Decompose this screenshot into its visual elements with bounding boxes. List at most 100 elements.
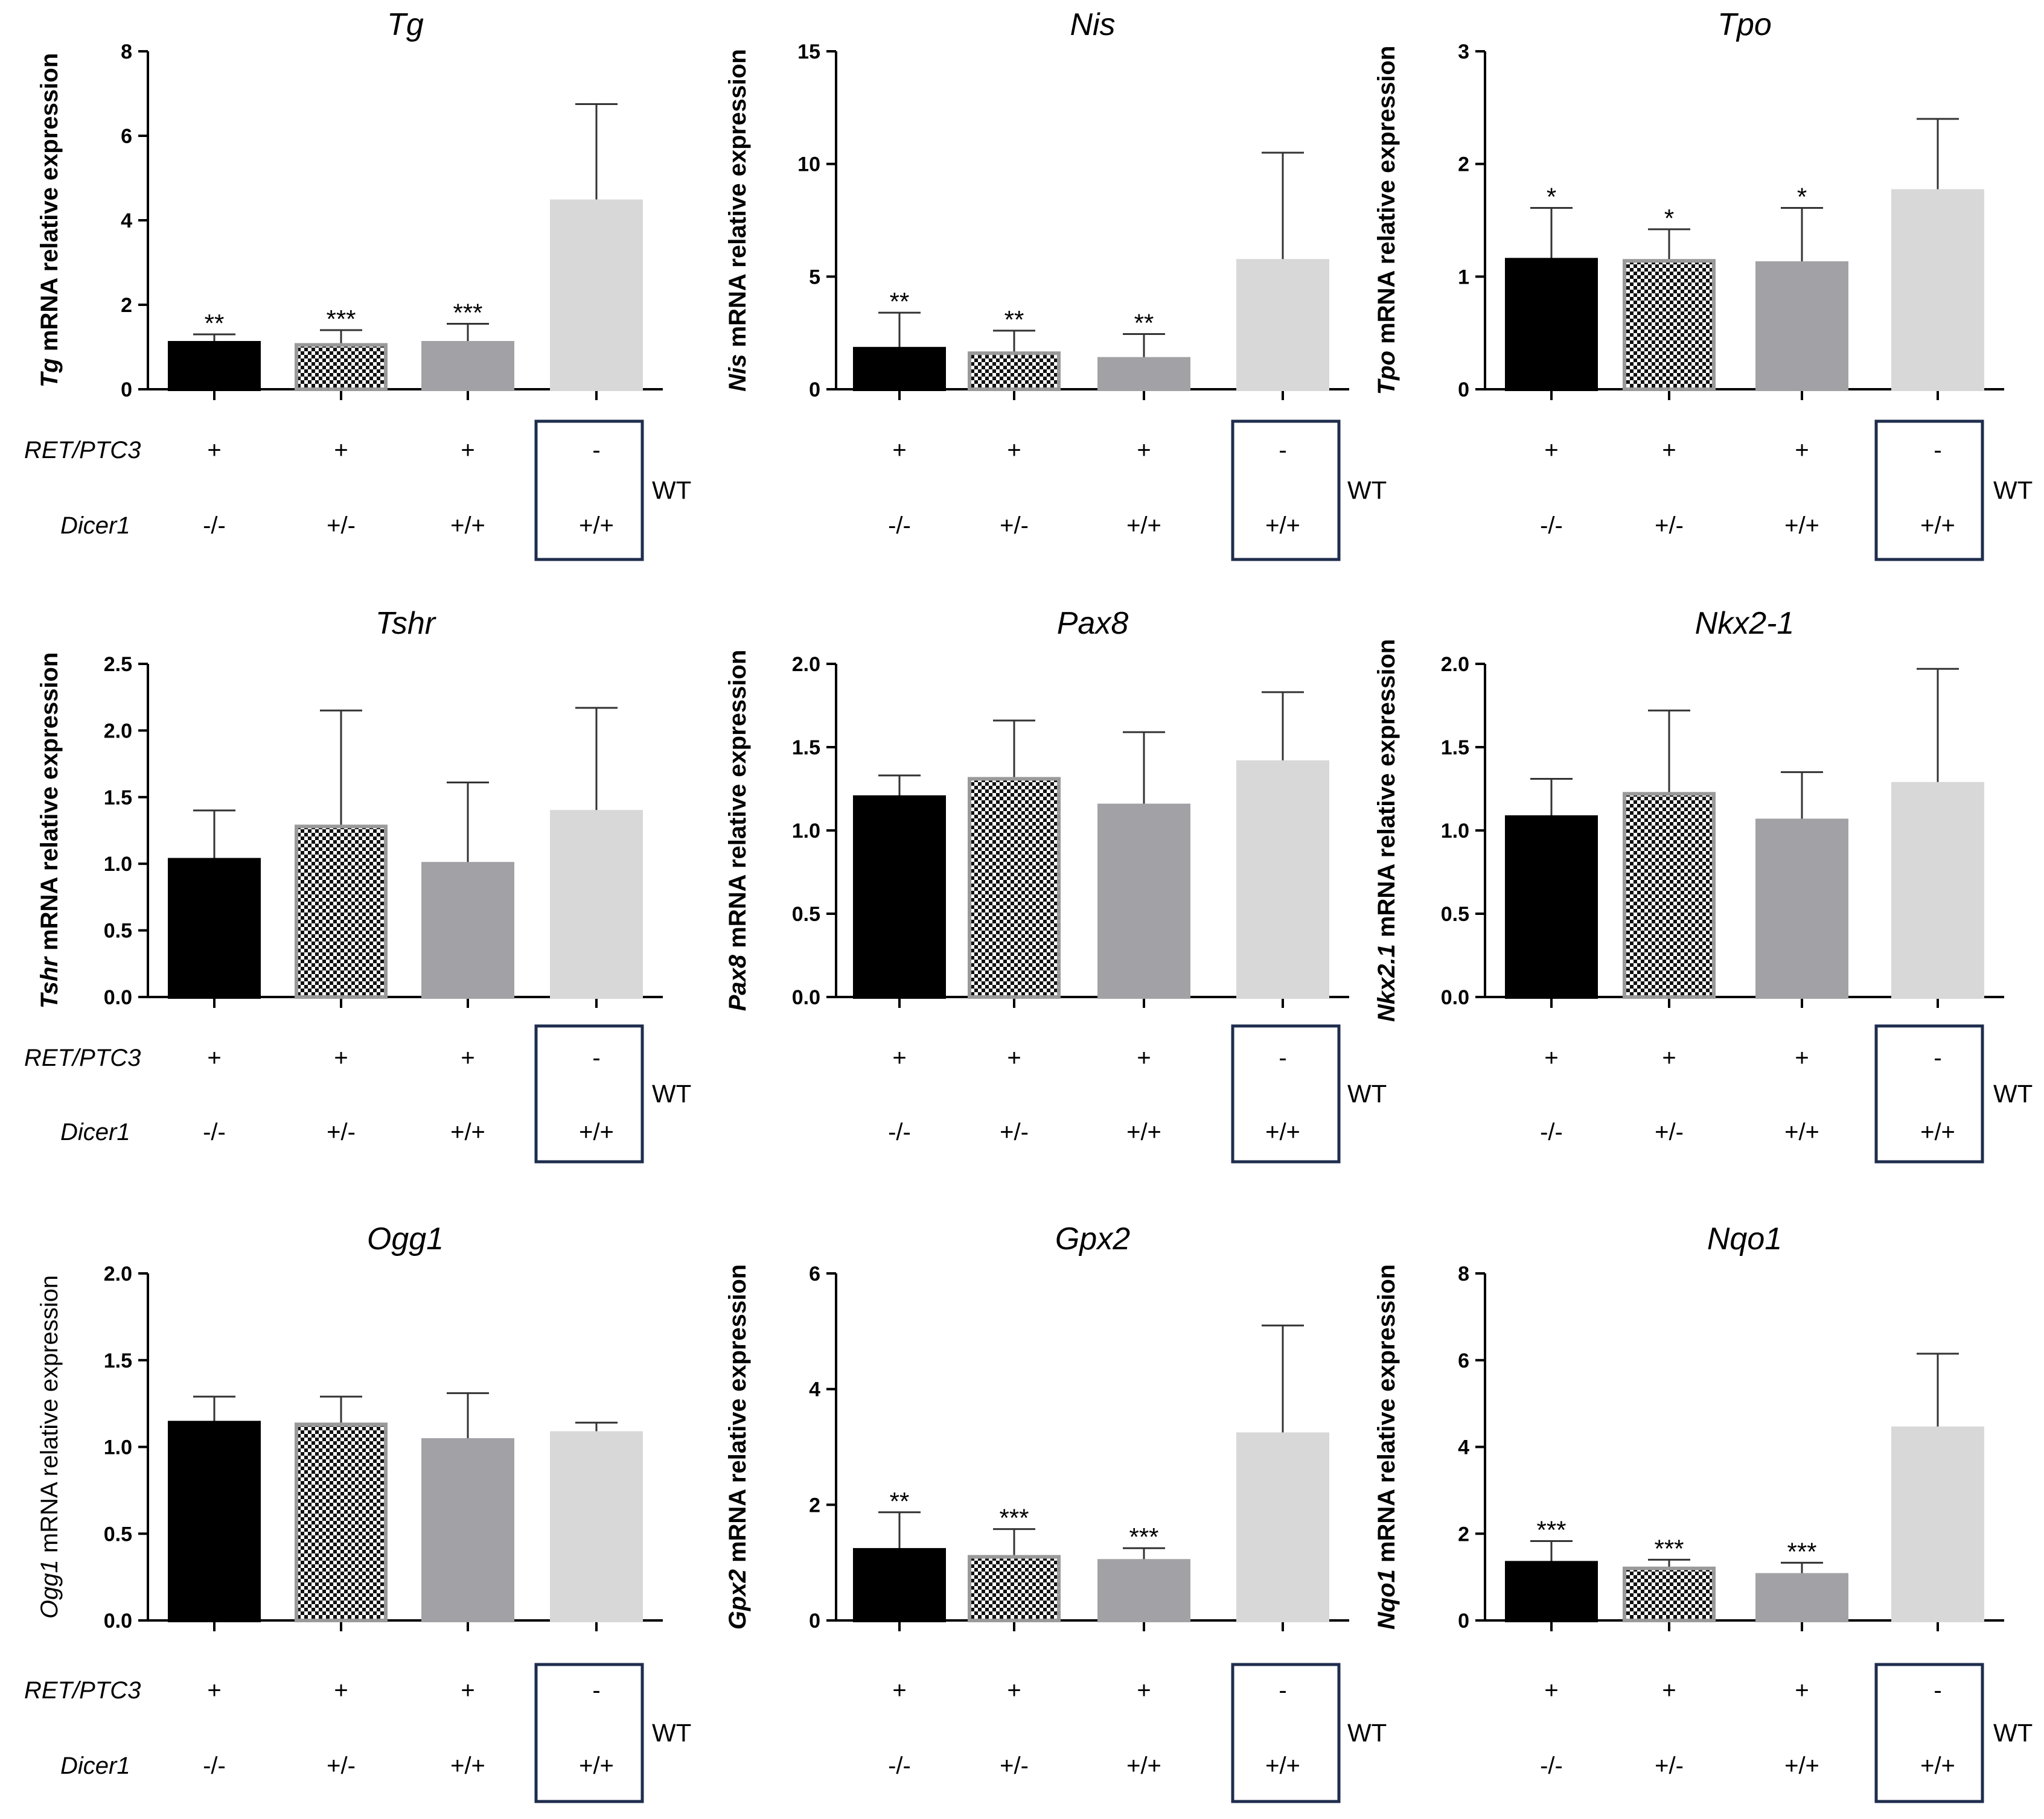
y-axis-label-text: mRNA relative expression bbox=[36, 652, 63, 957]
y-axis-label: Tpo mRNA relative expression bbox=[1373, 46, 1400, 395]
retptc3-genotype: + bbox=[1544, 1045, 1558, 1071]
wt-label: WT bbox=[1347, 1080, 1387, 1108]
y-tick-label: 2 bbox=[809, 1494, 820, 1517]
y-tick-label: 0.0 bbox=[104, 1610, 132, 1633]
bar bbox=[1891, 1426, 1984, 1622]
wt-box bbox=[1874, 1663, 1984, 1803]
y-tick-label: 0.5 bbox=[1441, 903, 1469, 926]
wt-box bbox=[1874, 1024, 1984, 1164]
retptc3-genotype: + bbox=[1662, 1677, 1676, 1704]
wt-label: WT bbox=[1993, 476, 2033, 505]
bar bbox=[1505, 815, 1598, 999]
y-axis-label: Tshr mRNA relative expression bbox=[36, 652, 63, 1009]
y-tick-label: 2.0 bbox=[792, 653, 820, 676]
retptc3-genotype: + bbox=[1662, 437, 1676, 464]
chart-title: Tshr bbox=[375, 606, 437, 641]
retptc3-genotype: - bbox=[1279, 1045, 1286, 1071]
significance-label: * bbox=[1797, 182, 1807, 211]
retptc3-genotype: + bbox=[461, 1677, 474, 1704]
y-axis-label-gene: Ogg1 bbox=[36, 1559, 63, 1619]
y-axis-label-text: mRNA relative expression bbox=[36, 1275, 63, 1559]
chart-title: Gpx2 bbox=[1055, 1222, 1130, 1257]
dicer1-genotype: -/- bbox=[1540, 1753, 1563, 1779]
dicer1-genotype: +/+ bbox=[1265, 1753, 1300, 1779]
bar bbox=[1097, 803, 1190, 999]
y-tick-label: 2 bbox=[121, 294, 132, 317]
y-tick-label: 0.0 bbox=[1441, 986, 1469, 1009]
bar bbox=[1097, 1559, 1190, 1623]
y-tick-label: 0 bbox=[809, 378, 820, 401]
dicer1-genotype: +/+ bbox=[1126, 1753, 1161, 1779]
y-tick-label: 1.5 bbox=[104, 1349, 132, 1372]
dicer1-genotype: -/- bbox=[203, 1119, 226, 1145]
retptc3-genotype: + bbox=[1795, 1677, 1809, 1704]
bar bbox=[550, 1431, 643, 1622]
y-tick-label: 0 bbox=[121, 378, 132, 401]
retptc3-genotype: + bbox=[334, 1677, 348, 1704]
y-tick-label: 3 bbox=[1458, 40, 1469, 63]
dicer1-genotype: -/- bbox=[888, 1119, 911, 1145]
wt-box bbox=[1231, 1024, 1341, 1164]
chart-title: Nis bbox=[1070, 7, 1115, 42]
dicer1-genotype: -/- bbox=[1540, 512, 1563, 539]
retptc3-genotype: - bbox=[1934, 1045, 1941, 1071]
retptc3-genotype: + bbox=[207, 437, 221, 464]
bar bbox=[295, 824, 388, 999]
bar bbox=[550, 810, 643, 999]
wt-box bbox=[1231, 419, 1341, 561]
y-tick-label: 1 bbox=[1458, 266, 1469, 288]
y-tick-label: 0.5 bbox=[792, 903, 820, 926]
bar bbox=[968, 777, 1061, 999]
y-tick-label: 6 bbox=[121, 125, 132, 148]
retptc3-genotype: - bbox=[1934, 437, 1941, 464]
significance-label: * bbox=[1664, 204, 1674, 232]
y-axis-label-gene: Gpx2 bbox=[724, 1569, 751, 1629]
dicer1-genotype: +/+ bbox=[579, 1119, 614, 1145]
significance-label: *** bbox=[1536, 1515, 1566, 1544]
retptc3-genotype: + bbox=[1662, 1045, 1676, 1071]
y-tick-label: 0 bbox=[809, 1610, 820, 1633]
bar bbox=[168, 858, 261, 999]
bar bbox=[1236, 259, 1329, 392]
significance-label: *** bbox=[326, 305, 356, 333]
bar bbox=[853, 1548, 946, 1622]
bar bbox=[295, 1422, 388, 1622]
y-tick-label: 0 bbox=[1458, 1610, 1469, 1633]
dicer1-genotype: +/+ bbox=[579, 1753, 614, 1779]
y-axis-label-text: mRNA relative expression bbox=[724, 1264, 751, 1569]
y-tick-label: 2 bbox=[1458, 1523, 1469, 1546]
chart-panel-nkx2-1: Nkx2-1 Nkx2.1 mRNA relative expression 0.0… bbox=[1373, 606, 2033, 1164]
dicer1-genotype: +/- bbox=[327, 512, 356, 539]
retptc3-genotype: + bbox=[1007, 1045, 1021, 1071]
dicer1-genotype: +/- bbox=[1000, 1119, 1029, 1145]
y-axis-label: Nqo1 mRNA relative expression bbox=[1373, 1264, 1400, 1629]
wt-label: WT bbox=[1993, 1080, 2033, 1108]
y-tick-label: 2.0 bbox=[1441, 653, 1469, 676]
dicer1-genotype: +/+ bbox=[1920, 1753, 1955, 1779]
y-axis-label: Pax8 mRNA relative expression bbox=[724, 650, 751, 1011]
significance-label: ** bbox=[890, 287, 910, 316]
y-tick-label: 15 bbox=[797, 40, 820, 63]
y-tick-label: 6 bbox=[1458, 1349, 1469, 1372]
retptc3-genotype: - bbox=[592, 1677, 600, 1704]
y-tick-label: 2 bbox=[1458, 153, 1469, 176]
row-label-dicer1: Dicer1 bbox=[60, 512, 130, 539]
dicer1-genotype: +/+ bbox=[1265, 512, 1300, 539]
bar bbox=[1755, 1573, 1848, 1622]
retptc3-genotype: - bbox=[592, 437, 600, 464]
y-tick-label: 2.5 bbox=[104, 653, 132, 676]
y-axis-label-text: mRNA relative expression bbox=[724, 650, 751, 955]
y-tick-label: 0 bbox=[1458, 378, 1469, 401]
wt-box bbox=[1874, 419, 1984, 561]
y-tick-label: 2.0 bbox=[104, 719, 132, 742]
bar bbox=[1891, 782, 1984, 999]
dicer1-genotype: -/- bbox=[203, 512, 226, 539]
retptc3-genotype: + bbox=[1544, 1677, 1558, 1704]
retptc3-genotype: + bbox=[1137, 1677, 1151, 1704]
y-axis-label-gene: Tg bbox=[36, 358, 63, 387]
